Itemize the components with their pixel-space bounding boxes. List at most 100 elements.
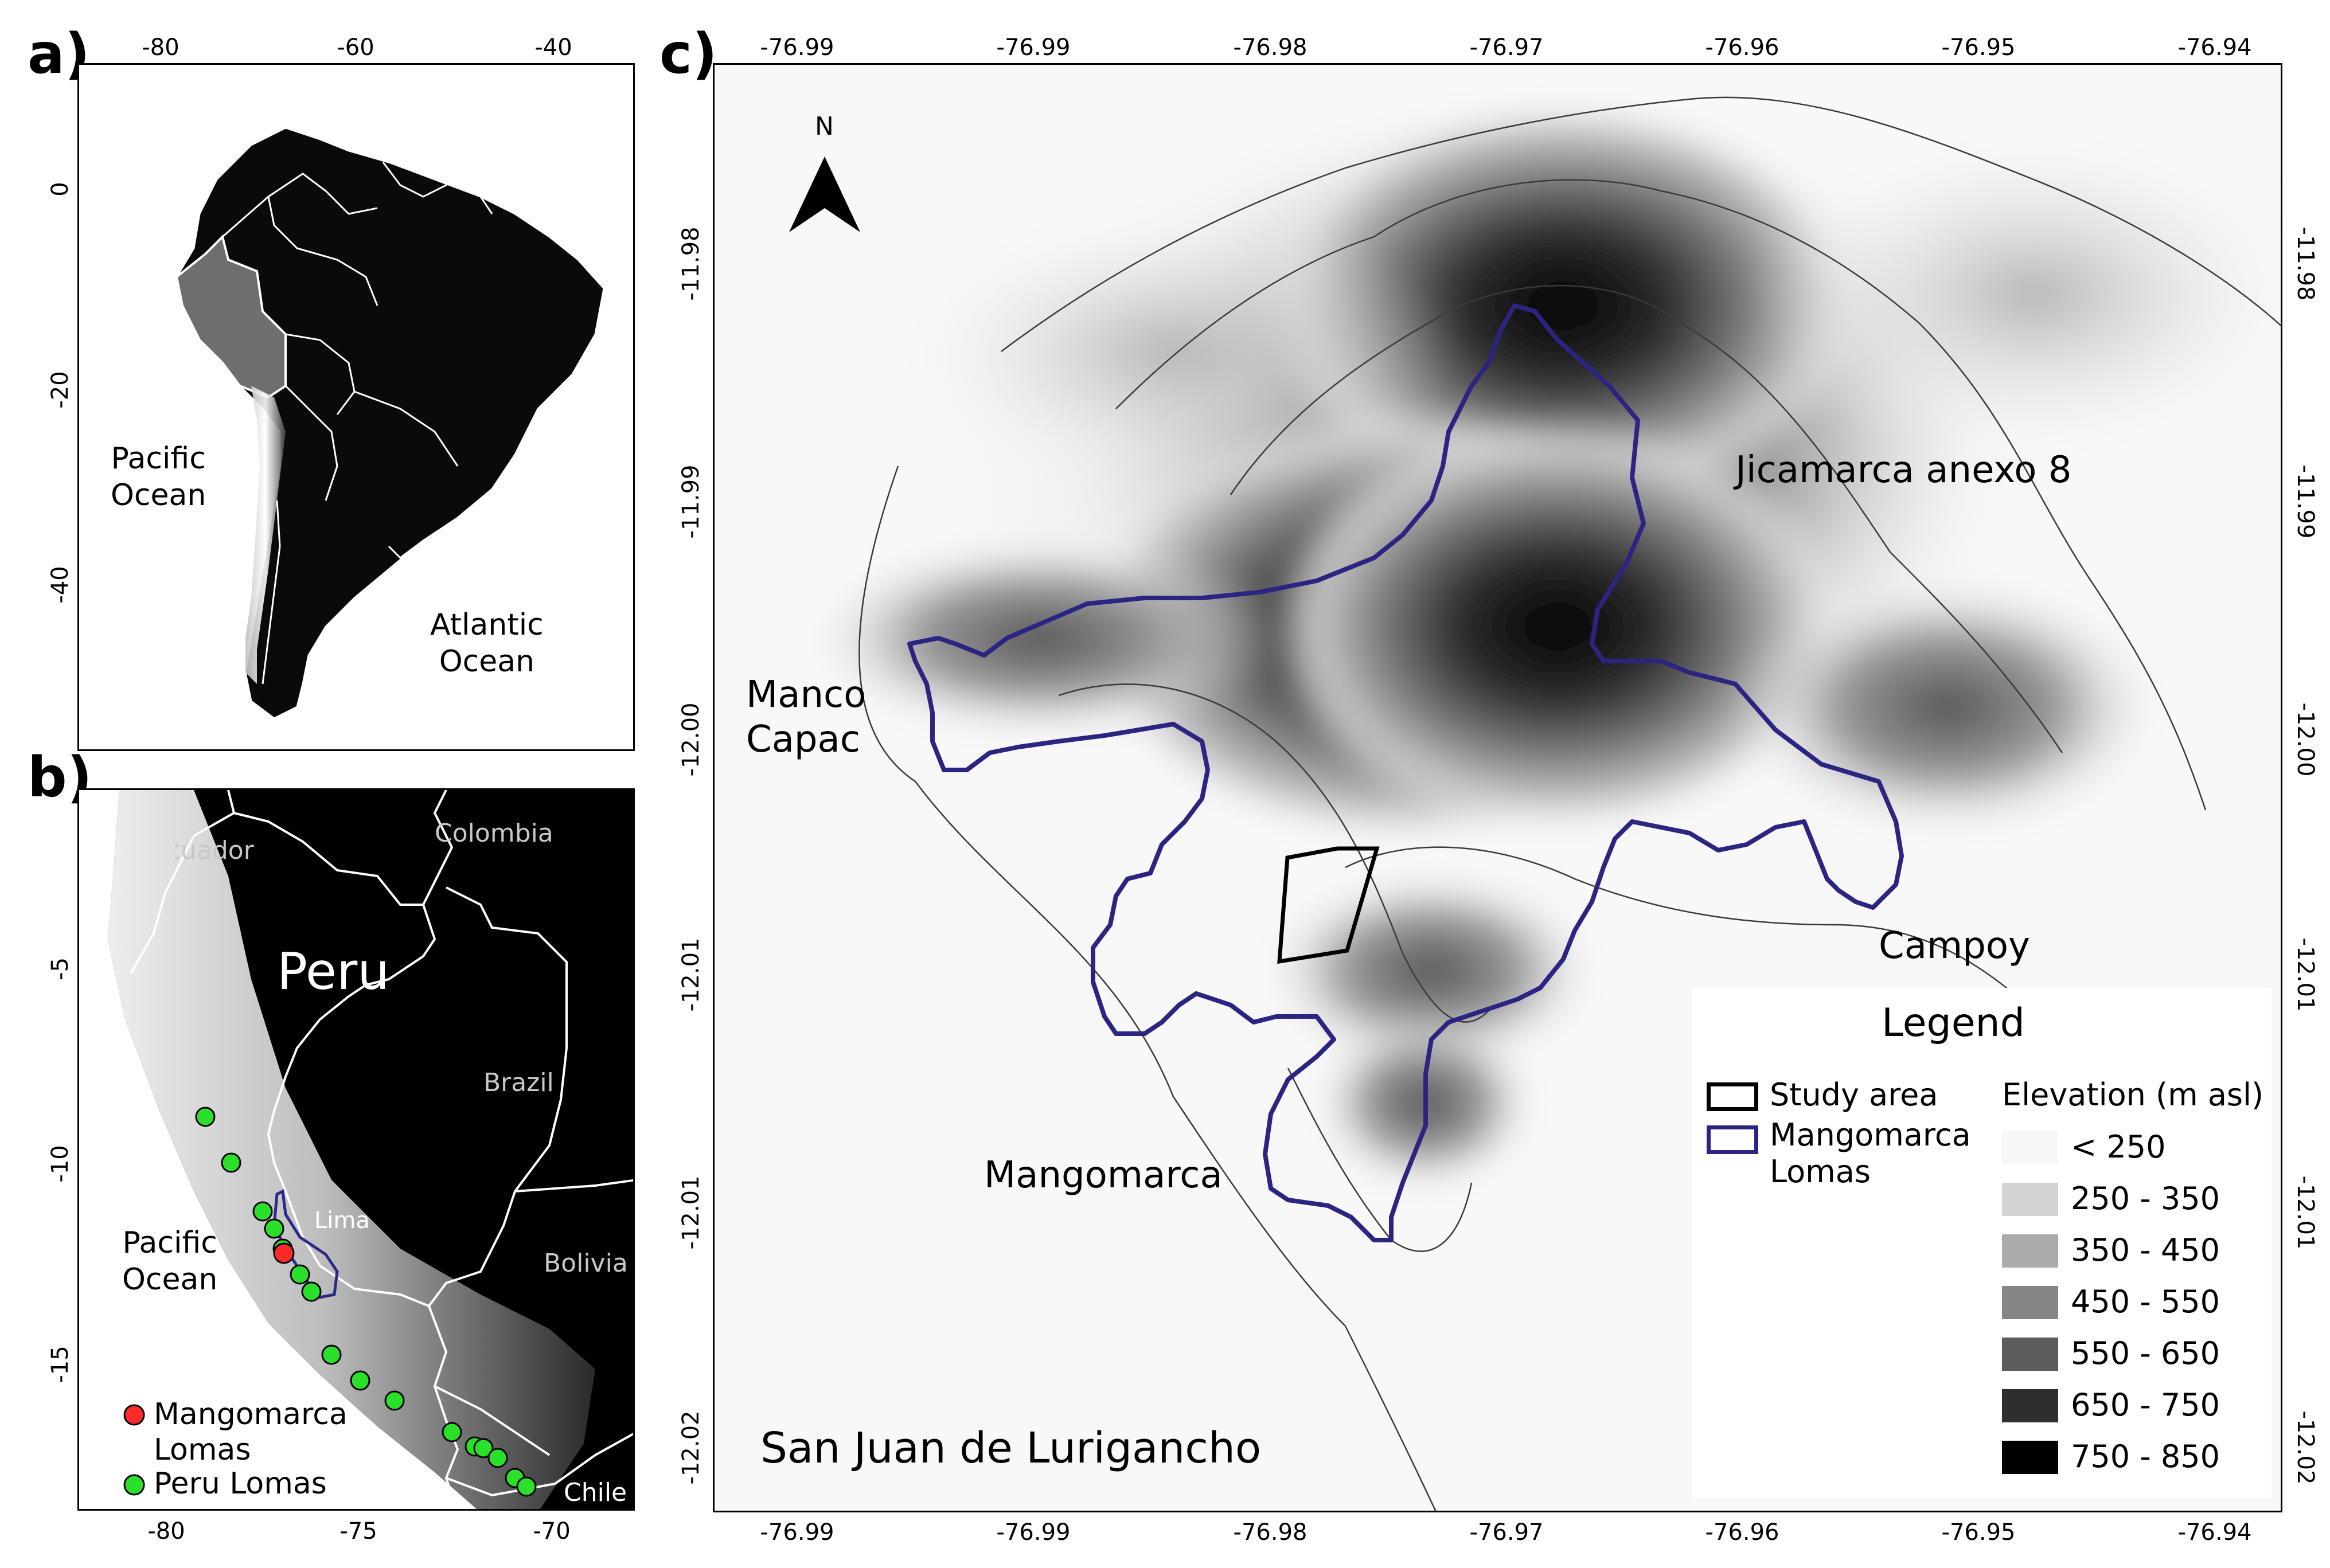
a-xtick: -40	[534, 34, 572, 61]
c-xtick-bottom: -76.98	[1233, 1519, 1308, 1546]
elevation-label: 250 - 350	[2071, 1180, 2220, 1217]
peru-highlight	[175, 234, 287, 399]
c-xtick: -76.99	[996, 34, 1071, 61]
b-xtick: -70	[533, 1518, 571, 1544]
peru-lomas-point	[321, 1344, 342, 1365]
c-ytick: -12.01	[678, 1175, 704, 1250]
c-xtick-bottom: -76.94	[2177, 1519, 2252, 1546]
elevation-swatch	[2002, 1441, 2058, 1474]
peru-lomas-point	[301, 1281, 322, 1302]
c-xtick: -76.94	[2177, 34, 2252, 61]
peru-lomas-point	[252, 1201, 273, 1222]
c-xtick: -76.98	[1233, 34, 1308, 61]
andes-ridge	[245, 386, 286, 684]
legend-mangomarca-text: Mangomarca Lomas	[154, 1397, 348, 1467]
north-label: N	[815, 112, 834, 141]
peru-lomas-point	[195, 1106, 216, 1127]
elevation-label: 750 - 850	[2071, 1438, 2220, 1475]
map-legend: Legend Study area Mangomarca Lomas Eleva…	[1692, 988, 2272, 1498]
brazil-label: Brazil	[483, 1068, 554, 1097]
peru-lomas-point	[487, 1448, 508, 1468]
colombia-label: Colombia	[435, 819, 553, 848]
terrain-shading	[801, 65, 2281, 1194]
b-ytick: -15	[47, 1346, 73, 1383]
north-arrow-icon	[789, 157, 860, 232]
lomas-outline	[907, 303, 1904, 1242]
legend-lomas-swatch	[1707, 1125, 1758, 1154]
c-xtick: -76.96	[1705, 34, 1779, 61]
south-america-map	[175, 127, 605, 720]
b-xtick: -75	[339, 1518, 377, 1544]
peru-label: Peru	[277, 942, 390, 1001]
place-manco-capac: Manco Capac	[746, 674, 867, 761]
c-ytick: -12.01	[678, 937, 704, 1012]
b-ytick: -10	[47, 1145, 73, 1183]
c-ytick-right: -12.02	[2292, 1410, 2319, 1485]
c-xtick-bottom: -76.95	[1941, 1519, 2016, 1546]
peru-lomas-point	[516, 1476, 537, 1497]
c-xtick: -76.95	[1941, 34, 2016, 61]
elevation-label: 650 - 750	[2071, 1387, 2220, 1423]
peru-map	[79, 790, 633, 1509]
c-ytick: -12.02	[678, 1410, 704, 1485]
panel-c-map: N Jicamarca anexo 8 Manco Capac Campoy M…	[713, 63, 2282, 1512]
place-jicamarca: Jicamarca anexo 8	[1735, 449, 2072, 491]
legend-study-area: Study area	[1770, 1077, 1938, 1113]
peru-lomas-point	[350, 1370, 370, 1391]
elevation-swatch	[2002, 1286, 2058, 1319]
peru-lomas-point	[290, 1264, 310, 1285]
continent-shape	[175, 127, 605, 720]
bolivia-label: Bolivia	[544, 1249, 628, 1278]
peru-lomas-point	[221, 1152, 241, 1173]
a-xtick: -60	[337, 34, 374, 61]
legend-title: Legend	[1882, 1000, 2025, 1046]
peru-lomas-point	[384, 1390, 405, 1411]
elevation-swatch	[2002, 1131, 2058, 1164]
b-xtick: -80	[147, 1518, 185, 1544]
c-ytick: -11.99	[678, 464, 704, 539]
elevation-label: 450 - 550	[2071, 1284, 2220, 1320]
elevation-label: 550 - 650	[2071, 1335, 2220, 1371]
c-xtick-bottom: -76.96	[1705, 1519, 1779, 1546]
c-ytick-right: -11.99	[2292, 464, 2319, 539]
a-ytick: -40	[47, 566, 73, 604]
lima-label: Lima	[314, 1207, 370, 1234]
c-xtick-bottom: -76.99	[760, 1519, 834, 1546]
c-ytick-right: -11.98	[2292, 226, 2319, 301]
c-ytick-right: -12.00	[2292, 702, 2319, 777]
c-xtick-bottom: -76.99	[996, 1519, 1071, 1546]
legend-study-area-swatch	[1707, 1082, 1758, 1111]
c-ytick: -12.00	[678, 702, 704, 777]
place-campoy: Campoy	[1879, 925, 2030, 967]
a-xtick: -80	[142, 34, 179, 61]
atlantic-ocean-label: Atlantic Ocean	[430, 608, 544, 679]
panel-c-letter: c)	[659, 22, 717, 86]
c-xtick: -76.97	[1469, 34, 1544, 61]
peru-lomas-point	[473, 1438, 494, 1458]
pacific-ocean-label-a: Pacific Ocean	[111, 441, 206, 513]
c-ytick-right: -12.01	[2292, 937, 2319, 1012]
elevation-swatch	[2002, 1389, 2058, 1422]
c-ytick-right: -12.01	[2292, 1175, 2319, 1250]
legend-peru-lomas-marker	[123, 1474, 145, 1496]
elevation-map	[789, 65, 2281, 1511]
legend-elevation-title: Elevation (m asl)	[2002, 1077, 2264, 1113]
panel-a-map: Pacific Ocean Atlantic Ocean	[77, 63, 635, 751]
c-xtick: -76.99	[760, 34, 834, 61]
andes-band	[108, 790, 595, 1509]
chile-label: Chile	[564, 1478, 627, 1507]
place-san-juan: San Juan de Lurigancho	[760, 1424, 1262, 1473]
a-ytick: -20	[47, 371, 73, 409]
place-mangomarca: Mangomarca	[984, 1154, 1223, 1196]
elevation-label: < 250	[2071, 1129, 2166, 1165]
country-borders	[222, 162, 493, 685]
b-ytick: -5	[47, 957, 73, 980]
legend-mangomarca-marker	[123, 1404, 145, 1426]
ecuador-label: Ecuador	[151, 836, 254, 865]
elevation-swatch	[2002, 1338, 2058, 1371]
legend-peru-lomas-text: Peru Lomas	[154, 1467, 327, 1501]
elevation-label: 350 - 450	[2071, 1232, 2220, 1268]
study-area-outline	[1277, 846, 1380, 964]
panel-b-map: Peru Colombia Ecuador Brazil Bolivia Chi…	[77, 788, 635, 1511]
elevation-swatch	[2002, 1183, 2058, 1216]
